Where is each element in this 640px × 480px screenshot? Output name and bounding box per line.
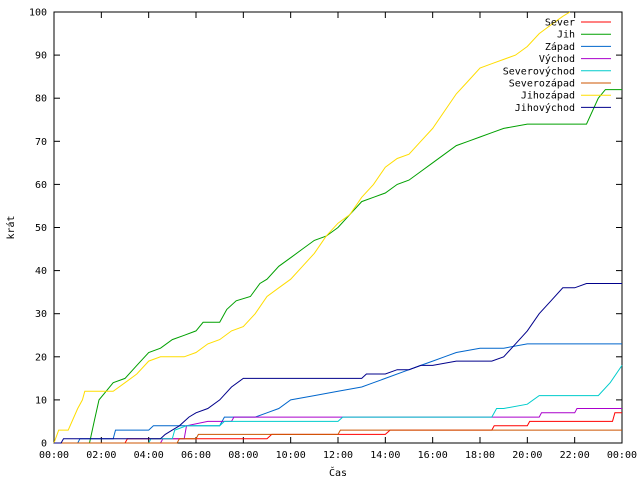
y-tick-label: 100 bbox=[29, 8, 47, 19]
series-lines bbox=[53, 11, 623, 444]
legend-label: Severovýchod bbox=[503, 65, 575, 77]
series-line-2 bbox=[54, 89, 622, 444]
x-tick-label: 14:00 bbox=[370, 450, 400, 461]
y-tick-label: 60 bbox=[35, 180, 47, 191]
legend-label: Jihozápad bbox=[521, 90, 575, 102]
x-tick-label: 04:00 bbox=[134, 450, 164, 461]
y-tick-label: 70 bbox=[35, 137, 47, 148]
x-tick-label: 00:00 bbox=[39, 450, 69, 461]
x-tick-label: 22:00 bbox=[560, 450, 590, 461]
y-tick-label: 10 bbox=[35, 395, 47, 406]
x-tick-label: 16:00 bbox=[418, 450, 448, 461]
y-axis-label: krát bbox=[5, 215, 17, 239]
x-tick-label: 20:00 bbox=[512, 450, 542, 461]
x-tick-label: 18:00 bbox=[465, 450, 495, 461]
x-tick-label: 08:00 bbox=[228, 450, 258, 461]
y-tick-label: 90 bbox=[35, 51, 47, 62]
legend-label: Východ bbox=[539, 53, 575, 65]
legend-label: Západ bbox=[545, 41, 575, 53]
legend-label: Jihovýchod bbox=[515, 102, 575, 114]
series-line-5 bbox=[54, 365, 623, 444]
y-tick-label: 40 bbox=[35, 266, 47, 277]
legend: SeverJihZápadVýchodSeverovýchodSeverozáp… bbox=[503, 18, 611, 114]
series-line-6 bbox=[54, 429, 622, 444]
x-axis-label: Čas bbox=[329, 466, 347, 479]
legend-label: Jih bbox=[557, 30, 575, 41]
y-tick-label: 30 bbox=[35, 309, 47, 320]
x-axis-ticks: 00:00 02:00 04:00 06:00 08:00 10:00 12:00 14:00… bbox=[39, 12, 637, 461]
y-tick-label: 20 bbox=[35, 352, 47, 363]
x-tick-label: 10:00 bbox=[276, 450, 306, 461]
x-tick-label: 06:00 bbox=[181, 450, 211, 461]
series-line-7 bbox=[53, 11, 571, 444]
legend-label: Sever bbox=[545, 18, 575, 29]
series-line-8 bbox=[54, 283, 622, 444]
series-line-3 bbox=[54, 343, 622, 444]
legend-label: Severozápad bbox=[509, 78, 575, 90]
y-axis-ticks: 0 10 20 30 40 50 60 70 80 90 100 bbox=[29, 8, 622, 450]
x-tick-label: 12:00 bbox=[323, 450, 353, 461]
y-tick-label: 50 bbox=[35, 223, 47, 234]
x-tick-label: 00:00 bbox=[607, 450, 637, 461]
x-tick-label: 02:00 bbox=[86, 450, 116, 461]
y-tick-label: 80 bbox=[35, 94, 47, 105]
y-tick-label: 0 bbox=[41, 439, 47, 450]
